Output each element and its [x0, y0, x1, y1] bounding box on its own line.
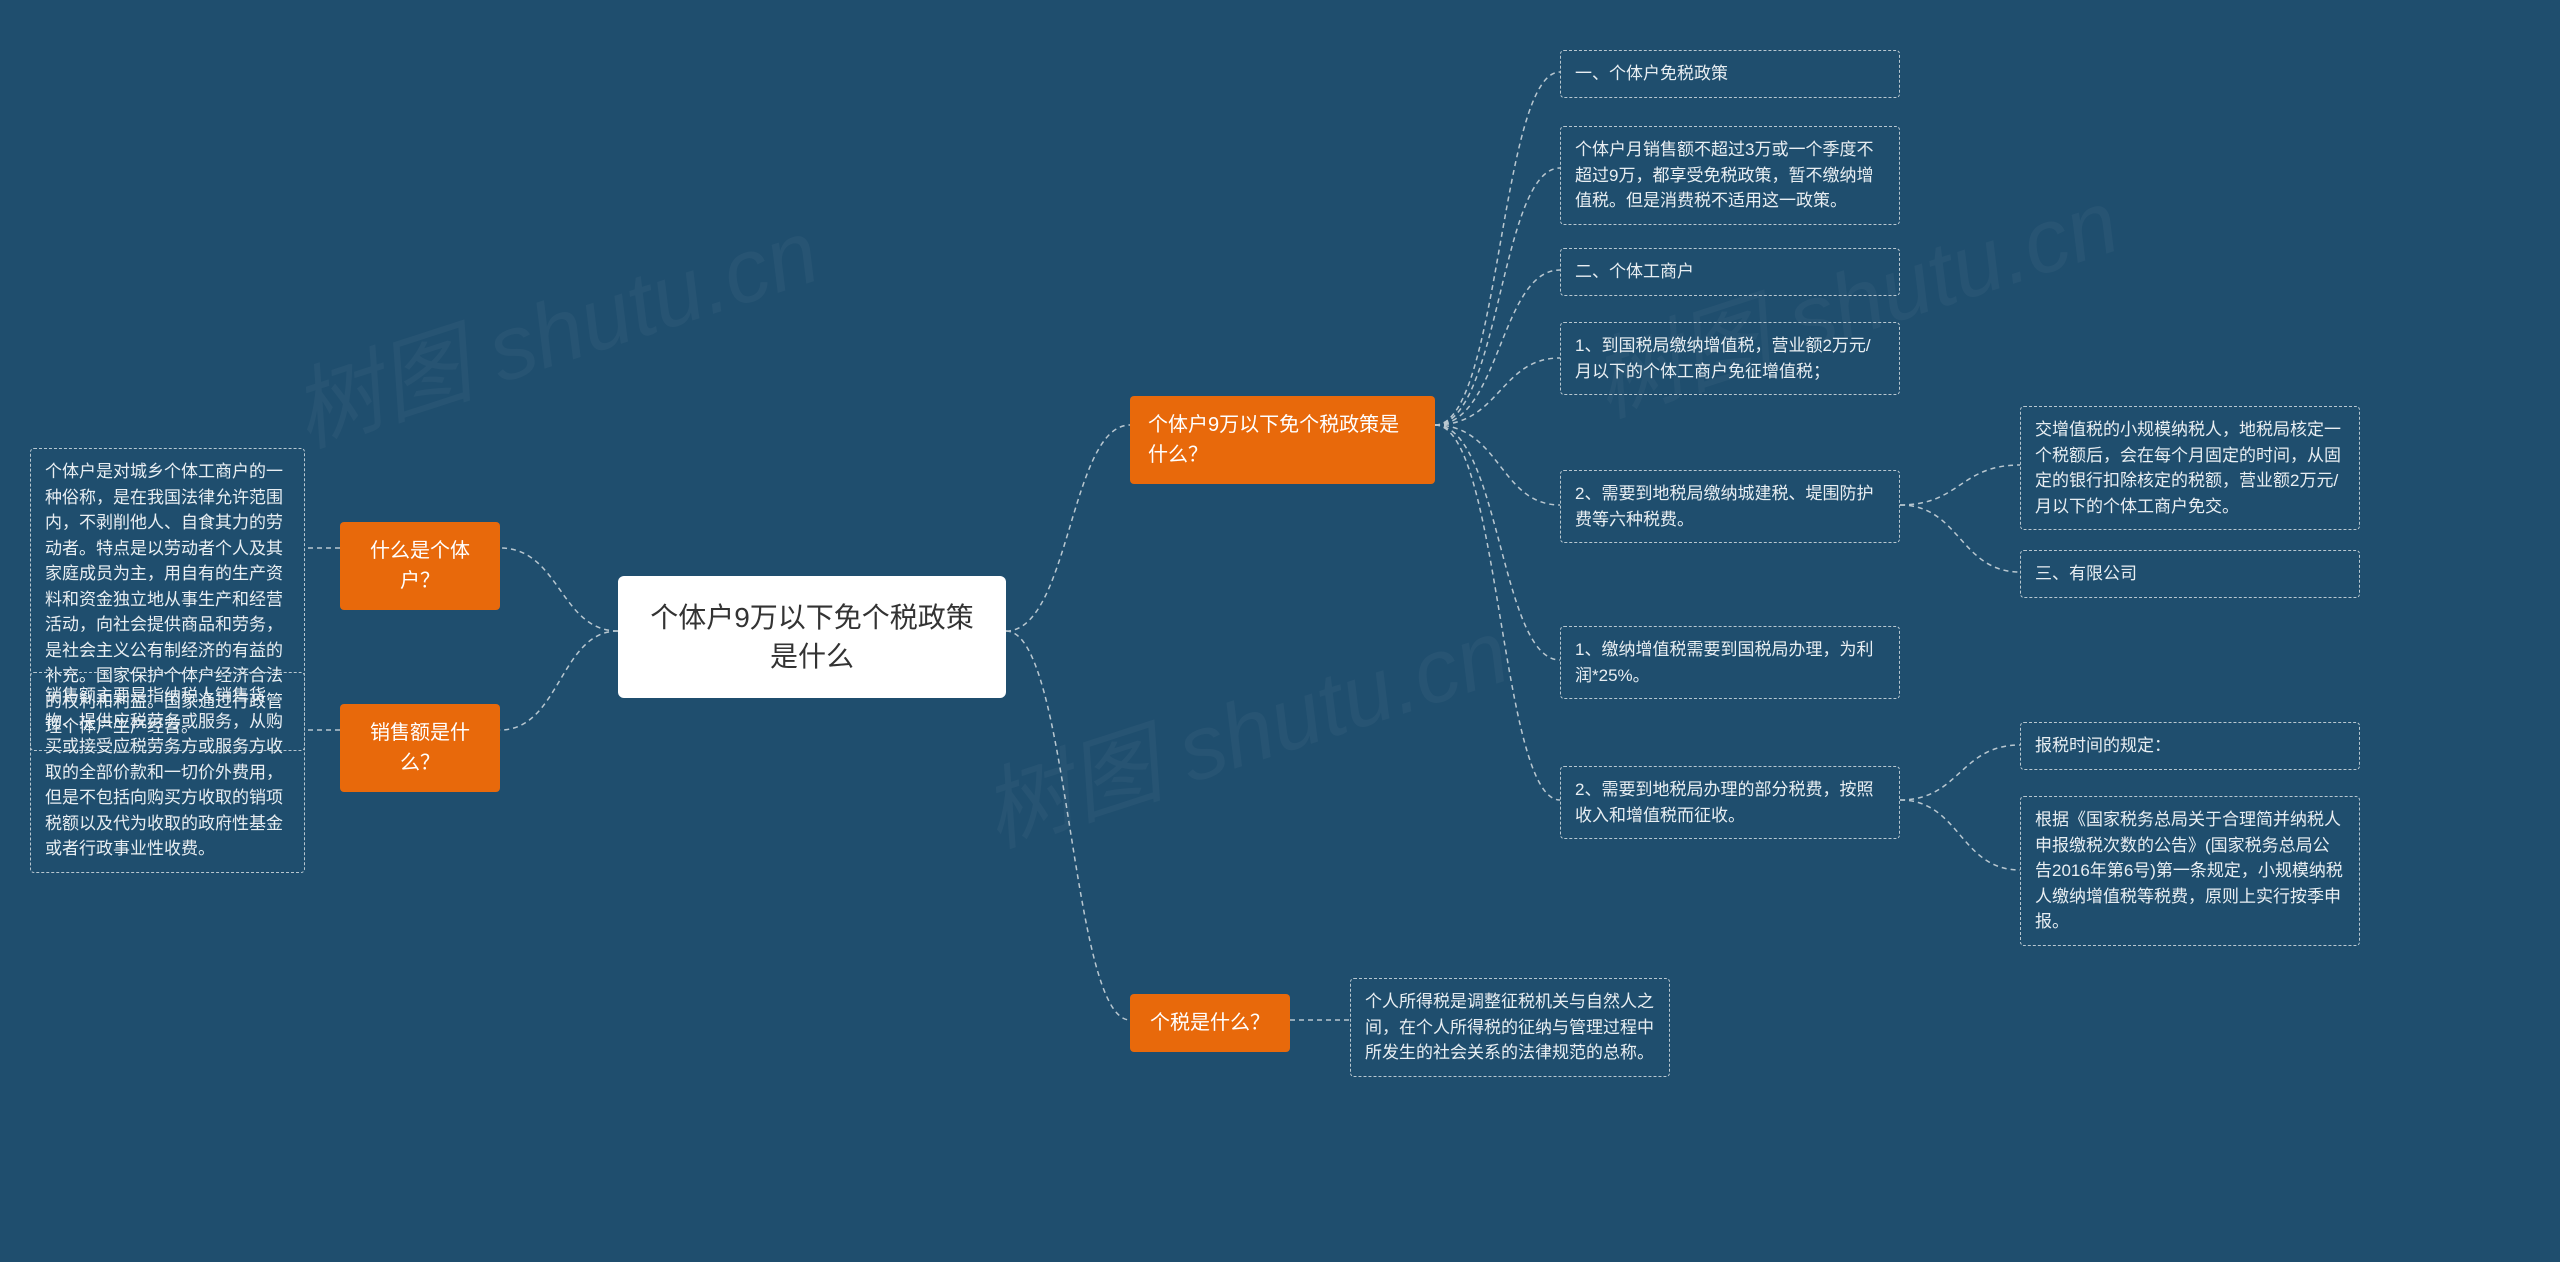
watermark: 树图 shutu.cn — [963, 579, 1522, 871]
leaf-b3-n6: 1、缴纳增值税需要到国税局办理，为利润*25%。 — [1560, 626, 1900, 699]
leaf-text: 报税时间的规定： — [2035, 736, 2171, 755]
leaf-b3-n2: 个体户月销售额不超过3万或一个季度不超过9万，都享受免税政策，暂不缴纳增值税。但… — [1560, 126, 1900, 225]
leaf-b3-n1: 一、个体户免税政策 — [1560, 50, 1900, 98]
leaf-b3-n5: 2、需要到地税局缴纳城建税、堤围防护费等六种税费。 — [1560, 470, 1900, 543]
leaf-b3-n7-sub2: 根据《国家税务总局关于合理简并纳税人申报缴税次数的公告》(国家税务总局公告201… — [2020, 796, 2360, 946]
root-label: 个体户9万以下免个税政策是什么 — [650, 602, 974, 672]
watermark: 树图 shutu.cn — [273, 179, 832, 471]
leaf-b3-n7-sub1: 报税时间的规定： — [2020, 722, 2360, 770]
leaf-b3-n4: 1、到国税局缴纳增值税，营业额2万元/月以下的个体工商户免征增值税； — [1560, 322, 1900, 395]
branch-label: 个税是什么？ — [1150, 1012, 1270, 1034]
leaf-b3-n3: 二、个体工商户 — [1560, 248, 1900, 296]
leaf-text: 二、个体工商户 — [1575, 262, 1694, 281]
leaf-b3-n7: 2、需要到地税局办理的部分税费，按照收入和增值税而征收。 — [1560, 766, 1900, 839]
leaf-text: 2、需要到地税局缴纳城建税、堤围防护费等六种税费。 — [1575, 484, 1873, 529]
branch-what-is-tax[interactable]: 个税是什么？ — [1130, 994, 1290, 1052]
leaf-text: 1、到国税局缴纳增值税，营业额2万元/月以下的个体工商户免征增值税； — [1575, 336, 1871, 381]
leaf-text: 销售额主要是指纳税人销售货物、提供应税劳务或服务，从购买或接受应税劳务方或服务方… — [45, 686, 283, 858]
leaf-text: 个人所得税是调整征税机关与自然人之间，在个人所得税的征纳与管理过程中所发生的社会… — [1365, 992, 1654, 1062]
leaf-b3-n5-sub2: 三、有限公司 — [2020, 550, 2360, 598]
leaf-text: 2、需要到地税局办理的部分税费，按照收入和增值税而征收。 — [1575, 780, 1873, 825]
branch-policy[interactable]: 个体户9万以下免个税政策是什么？ — [1130, 396, 1435, 484]
branch-label: 个体户9万以下免个税政策是什么？ — [1148, 414, 1399, 466]
connectors — [0, 0, 2560, 1262]
leaf-text: 一、个体户免税政策 — [1575, 64, 1728, 83]
branch-label: 什么是个体户？ — [370, 540, 470, 592]
branch-what-is-individual[interactable]: 什么是个体户？ — [340, 522, 500, 610]
leaf-b3-n5-sub1: 交增值税的小规模纳税人，地税局核定一个税额后，会在每个月固定的时间，从固定的银行… — [2020, 406, 2360, 530]
leaf-text: 三、有限公司 — [2035, 564, 2137, 583]
leaf-tax-def: 个人所得税是调整征税机关与自然人之间，在个人所得税的征纳与管理过程中所发生的社会… — [1350, 978, 1670, 1077]
root-node[interactable]: 个体户9万以下免个税政策是什么 — [618, 576, 1006, 698]
leaf-text: 1、缴纳增值税需要到国税局办理，为利润*25%。 — [1575, 640, 1873, 685]
leaf-text: 个体户月销售额不超过3万或一个季度不超过9万，都享受免税政策，暂不缴纳增值税。但… — [1575, 140, 1873, 210]
branch-what-is-sales[interactable]: 销售额是什么？ — [340, 704, 500, 792]
branch-label: 销售额是什么？ — [370, 722, 470, 774]
leaf-text: 交增值税的小规模纳税人，地税局核定一个税额后，会在每个月固定的时间，从固定的银行… — [2035, 420, 2341, 516]
leaf-text: 根据《国家税务总局关于合理简并纳税人申报缴税次数的公告》(国家税务总局公告201… — [2035, 810, 2343, 931]
leaf-sales-def: 销售额主要是指纳税人销售货物、提供应税劳务或服务，从购买或接受应税劳务方或服务方… — [30, 672, 305, 873]
